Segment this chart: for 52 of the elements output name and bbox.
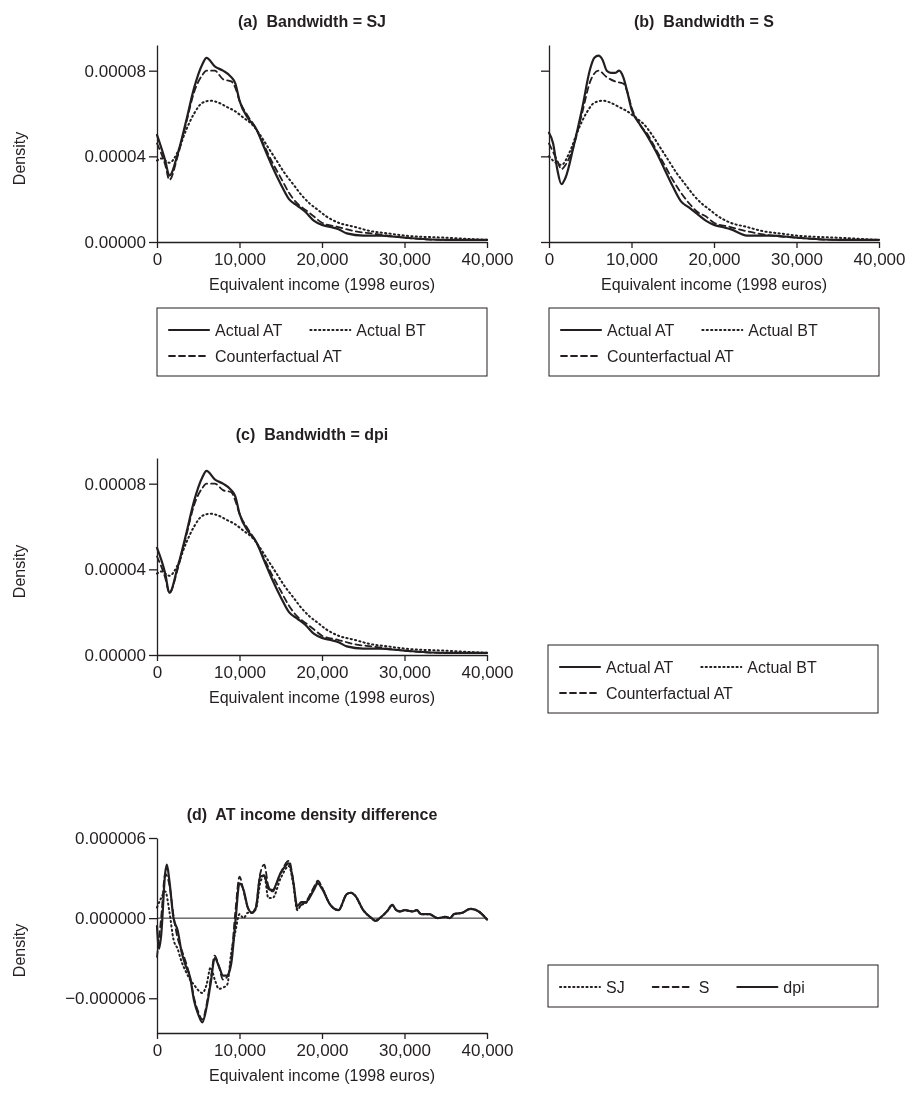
y-tick-label: 0.00008 [84, 474, 146, 494]
x-tick-label: 10,000 [214, 1041, 266, 1061]
legend-label: Actual BT [356, 322, 426, 339]
x-tick-label: 10,000 [214, 663, 266, 683]
y-axis-title: Density [11, 131, 28, 186]
legend-label: Counterfactual AT [215, 348, 343, 365]
x-tick-label: 0 [152, 1041, 163, 1061]
x-tick-label: 40,000 [461, 663, 514, 683]
x-axis-title: Equivalent income (1998 euros) [601, 276, 827, 293]
x-tick-label: 10,000 [606, 250, 658, 270]
x-tick-label: 20,000 [296, 1041, 349, 1061]
chart-title: (a) Bandwidth = SJ [237, 13, 387, 30]
y-axis-title: Density [11, 544, 28, 599]
chart-title: (b) Bandwidth = S [634, 13, 775, 30]
y-tick-label: 0.00004 [84, 147, 146, 167]
y-tick-label: 0.00008 [84, 61, 146, 81]
x-axis-title: Equivalent income (1998 euros) [209, 1067, 435, 1084]
chart-title: (c) Bandwidth = dpi [235, 426, 389, 443]
y-tick-label: 0.00000 [84, 232, 146, 252]
legend-label: Actual AT [607, 322, 675, 339]
chart-title: (d) AT income density difference [186, 806, 438, 823]
x-tick-label: 10,000 [214, 250, 266, 270]
x-tick-label: 40,000 [853, 250, 906, 270]
x-axis-title: Equivalent income (1998 euros) [209, 689, 435, 706]
y-tick-label: −0.000006 [65, 989, 146, 1009]
x-tick-label: 30,000 [771, 250, 823, 270]
x-tick-label: 20,000 [688, 250, 741, 270]
x-tick-label: 0 [544, 250, 555, 270]
y-tick-label: 0.000006 [75, 828, 146, 848]
x-tick-label: 20,000 [296, 663, 349, 683]
x-axis-title: Equivalent income (1998 euros) [209, 276, 435, 293]
x-tick-label: 0 [152, 663, 163, 683]
legend-label: Actual AT [606, 659, 674, 676]
legend-label: Counterfactual AT [606, 685, 734, 702]
y-axis-title: Density [11, 923, 28, 978]
legend-label: dpi [783, 979, 805, 996]
x-tick-label: 30,000 [379, 1041, 431, 1061]
legend-label: Actual AT [215, 322, 283, 339]
legend-label: Actual BT [748, 322, 818, 339]
x-tick-label: 20,000 [296, 250, 349, 270]
y-tick-label: 0.000000 [75, 909, 146, 929]
y-tick-label: 0.00000 [84, 645, 146, 665]
x-tick-label: 30,000 [379, 250, 431, 270]
x-tick-label: 40,000 [461, 1041, 514, 1061]
y-tick-label: 0.00004 [84, 560, 146, 580]
legend-label: SJ [606, 979, 625, 996]
legend-label: S [698, 979, 710, 996]
x-tick-label: 40,000 [461, 250, 514, 270]
legend-label: Counterfactual AT [607, 348, 735, 365]
legend-label: Actual BT [747, 659, 817, 676]
x-tick-label: 30,000 [379, 663, 431, 683]
x-tick-label: 0 [152, 250, 163, 270]
